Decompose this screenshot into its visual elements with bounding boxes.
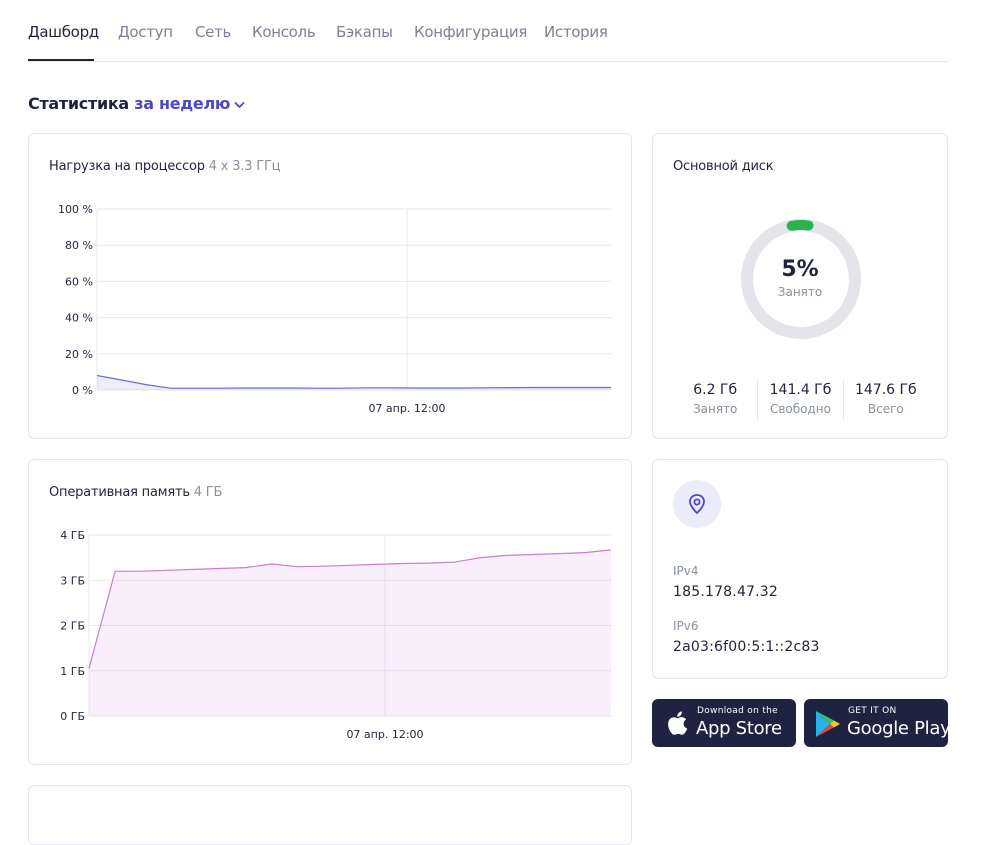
cpu-card: Нагрузка на процессор 4 x 3.3 ГГц 100 % 8… <box>28 133 632 439</box>
disk-stat-label: Свободно <box>769 402 831 416</box>
ram-y-tick-label: 4 ГБ <box>60 529 85 542</box>
disk-stats: 6.2 Гб Занято 141.4 Гб Свободно 147.6 Гб… <box>673 380 928 420</box>
tab-configuration[interactable]: Конфигурация <box>414 23 528 41</box>
ram-title: Оперативная память <box>49 485 190 500</box>
ram-chart: 4 ГБ 3 ГБ 2 ГБ 1 ГБ 0 ГБ 07 апр. 12:00 <box>60 529 612 741</box>
cpu-y-tick-label: 0 % <box>72 384 93 397</box>
ram-y-tick-label: 1 ГБ <box>60 665 85 678</box>
app-store-big-text: App Store <box>696 718 782 739</box>
cpu-y-tick-label: 20 % <box>65 348 93 361</box>
stats-title: Статистика <box>28 94 129 113</box>
ram-card: Оперативная память 4 ГБ 4 ГБ 3 ГБ 2 ГБ 1 ГБ… <box>28 459 632 765</box>
ram-x-tick-label: 07 апр. 12:00 <box>346 728 423 741</box>
app-store-badge[interactable]: Download on the App Store <box>652 699 796 747</box>
google-play-small-text: GET IT ON <box>848 706 897 716</box>
ram-card-title: Оперативная память 4 ГБ <box>49 485 222 500</box>
cpu-y-tick-label: 60 % <box>65 275 93 288</box>
period-label: за неделю <box>134 94 231 113</box>
google-play-big-text: Google Play <box>847 718 951 739</box>
ram-y-tick-label: 3 ГБ <box>60 574 85 587</box>
disk-percent: 5% <box>781 257 819 282</box>
google-play-badge[interactable]: GET IT ON Google Play <box>804 699 951 747</box>
cpu-series-area <box>97 375 611 390</box>
disk-stat-label: Всего <box>867 402 904 416</box>
cpu-y-tick-label: 80 % <box>65 239 93 252</box>
tab-console[interactable]: Консоль <box>252 23 316 41</box>
ipv6-value: 2a03:6f00:5:1::2c83 <box>673 639 820 655</box>
tab-history[interactable]: История <box>544 23 608 41</box>
ipv4-value: 185.178.47.32 <box>673 584 779 600</box>
location-pin-icon <box>689 494 705 514</box>
next-card <box>28 785 632 845</box>
tab-dashboard[interactable]: Дашборд <box>28 23 99 41</box>
ipv6-label: IPv6 <box>673 619 699 633</box>
cpu-title: Нагрузка на процессор <box>49 159 205 174</box>
tab-access[interactable]: Доступ <box>118 23 173 41</box>
cpu-series-line <box>96 374 611 389</box>
location-badge <box>673 480 721 528</box>
disk-card: Основной диск 5% Занято 6.2 Гб Занято 14… <box>652 133 948 439</box>
chevron-down-icon <box>234 101 245 108</box>
active-tab-indicator <box>28 59 94 61</box>
tab-bar: Дашборд Доступ Сеть Консоль Бэкапы Конфи… <box>28 20 948 62</box>
cpu-card-title: Нагрузка на процессор 4 x 3.3 ГГц <box>49 159 281 174</box>
disk-stat-value: 147.6 Гб <box>854 382 917 398</box>
stats-heading: Статистика за неделю <box>28 94 245 113</box>
ram-series-line <box>88 549 612 669</box>
tab-network[interactable]: Сеть <box>195 23 232 41</box>
cpu-y-tick-label: 40 % <box>65 312 93 325</box>
disk-used-caption: Занято <box>777 285 823 299</box>
disk-stat-free: 141.4 Гб Свободно <box>757 380 842 420</box>
ram-spec: 4 ГБ <box>193 485 223 500</box>
cpu-x-tick-label: 07 апр. 12:00 <box>368 402 445 415</box>
disk-ring-fill <box>742 220 860 338</box>
ram-y-tick-label: 0 ГБ <box>60 710 85 723</box>
disk-stat-total: 147.6 Гб Всего <box>842 380 928 420</box>
cpu-y-tick-label: 100 % <box>58 203 93 216</box>
network-card: IPv4 185.178.47.32 IPv6 2a03:6f00:5:1::2… <box>652 459 948 679</box>
cpu-chart: 100 % 80 % 60 % 40 % 20 % 0 % 07 апр. 12:00 <box>58 203 611 415</box>
app-store-small-text: Download on the <box>697 706 778 716</box>
disk-stat-value: 141.4 Гб <box>769 382 832 398</box>
ram-series-area <box>89 549 611 716</box>
google-play-icon <box>816 711 840 737</box>
cpu-spec: 4 x 3.3 ГГц <box>208 159 281 174</box>
disk-stat-value: 6.2 Гб <box>693 382 738 398</box>
disk-stat-used: 6.2 Гб Занято <box>673 380 757 420</box>
disk-title: Основной диск <box>673 159 774 174</box>
disk-usage-ring <box>741 219 861 339</box>
disk-stat-label: Занято <box>692 402 738 416</box>
ipv4-label: IPv4 <box>673 564 699 578</box>
period-dropdown[interactable]: за неделю <box>134 94 245 113</box>
ram-y-tick-label: 2 ГБ <box>60 620 85 633</box>
apple-icon <box>668 711 688 735</box>
tab-backups[interactable]: Бэкапы <box>336 23 393 41</box>
